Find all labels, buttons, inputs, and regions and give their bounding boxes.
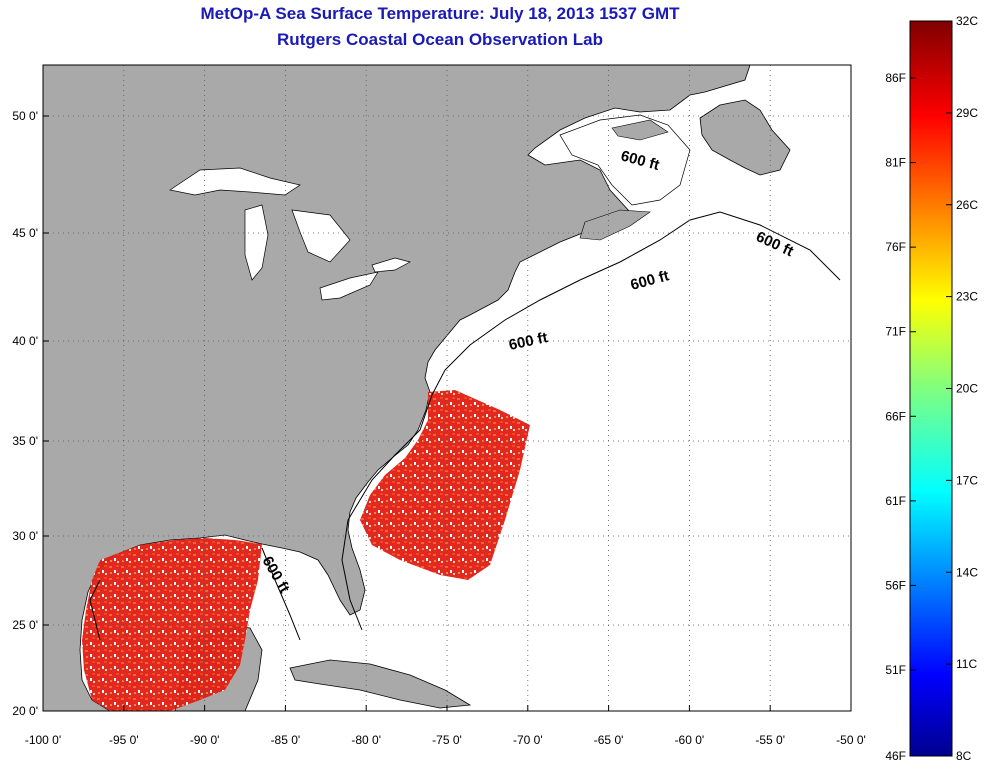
colorbar-label-c: 32C bbox=[956, 14, 978, 28]
lake-ontario bbox=[371, 257, 411, 273]
lat-tick-label: 35 0' bbox=[12, 434, 38, 448]
colorbar-label-c: 29C bbox=[956, 106, 978, 120]
colorbar-label-c: 14C bbox=[956, 565, 978, 579]
colorbar-fahrenheit-labels: 86F 81F 76F 71F 66F 61F 56F 51F 46F bbox=[885, 71, 916, 763]
colorbar-label-f: 61F bbox=[885, 494, 906, 508]
latitude-tick-labels: 20 0' 25 0' 30 0' 35 0' 40 0' 45 0' 50 0' bbox=[12, 109, 49, 718]
colorbar-label-f: 66F bbox=[885, 409, 906, 423]
lon-tick-label: -70 0' bbox=[513, 733, 543, 747]
colorbar-label-c: 20C bbox=[956, 382, 978, 396]
cuba-land bbox=[289, 659, 472, 709]
lake-erie bbox=[319, 271, 379, 301]
lon-tick-label: -55 0' bbox=[755, 733, 785, 747]
lon-tick-label: -50 0' bbox=[836, 733, 866, 747]
lon-tick-label: -75 0' bbox=[432, 733, 462, 747]
colorbar bbox=[909, 20, 953, 757]
lake-huron bbox=[291, 209, 351, 263]
nova-scotia-land bbox=[579, 209, 651, 241]
longitude-tick-labels: -100 0' -95 0' -90 0' -85 0' -80 0' -75 0' -70… bbox=[25, 705, 866, 747]
colorbar-label-f: 56F bbox=[885, 578, 906, 592]
lat-tick-label: 20 0' bbox=[12, 704, 38, 718]
lat-tick-label: 30 0' bbox=[12, 529, 38, 543]
colorbar-label-f: 51F bbox=[885, 663, 906, 677]
colorbar-label-c: 23C bbox=[956, 290, 978, 304]
isobath-600ft bbox=[89, 211, 841, 641]
lat-tick-label: 50 0' bbox=[12, 109, 38, 123]
lon-tick-label: -85 0' bbox=[271, 733, 301, 747]
lake-superior bbox=[169, 167, 301, 196]
lon-tick-label: -80 0' bbox=[351, 733, 381, 747]
colorbar-label-f: 86F bbox=[885, 71, 906, 85]
map-title: MetOp-A Sea Surface Temperature: July 18… bbox=[200, 4, 680, 23]
newfoundland-land bbox=[699, 99, 791, 176]
lat-tick-label: 45 0' bbox=[12, 226, 38, 240]
colorbar-label-f: 76F bbox=[885, 240, 906, 254]
colorbar-celsius-labels: 32C 29C 26C 23C 20C 17C 14C 11C 8C bbox=[946, 14, 978, 763]
colorbar-label-f: 81F bbox=[885, 156, 906, 170]
lat-tick-label: 40 0' bbox=[12, 334, 38, 348]
sst-gulf-swath bbox=[82, 538, 262, 711]
sst-atlantic-swath bbox=[360, 390, 530, 580]
colorbar-label-c: 8C bbox=[956, 749, 972, 763]
anticosti-island bbox=[611, 119, 669, 141]
lat-tick-label: 25 0' bbox=[12, 618, 38, 632]
map-subtitle: Rutgers Coastal Ocean Observation Lab bbox=[277, 30, 603, 49]
lon-tick-label: -60 0' bbox=[675, 733, 705, 747]
sst-data-layer bbox=[82, 390, 530, 711]
colorbar-label-f: 46F bbox=[885, 749, 906, 763]
colorbar-label-f: 71F bbox=[885, 325, 906, 339]
lon-tick-label: -95 0' bbox=[109, 733, 139, 747]
lon-tick-label: -90 0' bbox=[190, 733, 220, 747]
lake-michigan bbox=[244, 204, 269, 281]
colorbar-label-c: 17C bbox=[956, 473, 978, 487]
lon-tick-label: -100 0' bbox=[25, 733, 61, 747]
colorbar-label-c: 11C bbox=[956, 657, 977, 671]
colorbar-label-c: 26C bbox=[956, 198, 978, 212]
lon-tick-label: -65 0' bbox=[594, 733, 624, 747]
